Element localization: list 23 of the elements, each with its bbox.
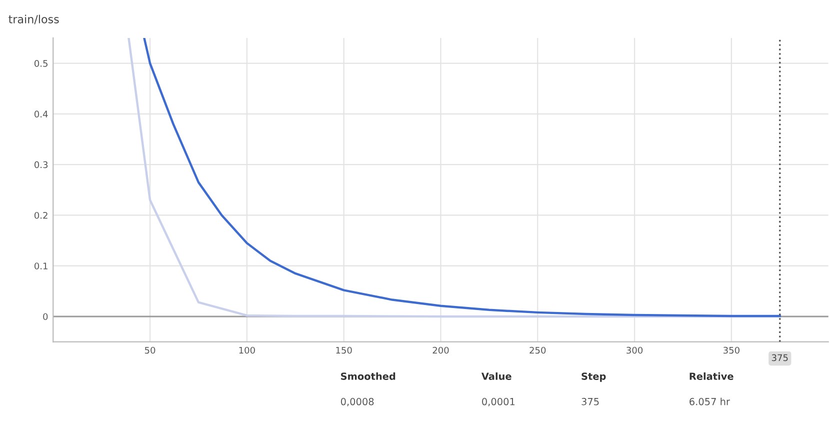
x-tick-label: 250	[530, 346, 546, 354]
y-tick-label: 0.1	[34, 262, 48, 270]
x-tick-label: 300	[626, 346, 643, 354]
text: 0,0008	[340, 398, 374, 406]
text: Relative	[690, 372, 734, 380]
x-tick-label: 100	[239, 346, 255, 354]
x-tick-label: 50	[144, 346, 156, 354]
y-tick-label: 0.5	[34, 60, 48, 67]
text: Smoothed	[340, 372, 396, 380]
text: 375	[582, 398, 599, 406]
text: 6.057 hr	[690, 398, 730, 406]
ref-line-label: 375	[772, 354, 788, 362]
text: 0,0001	[482, 398, 515, 406]
x-tick-label: 350	[724, 346, 740, 354]
y-tick-label: 0.2	[34, 212, 48, 219]
x-tick-label: 150	[336, 346, 352, 354]
text: Value	[481, 372, 512, 380]
y-tick-label: 0.4	[34, 110, 48, 118]
chart-title: train/loss	[8, 14, 59, 24]
y-tick-label: 0	[43, 313, 48, 320]
y-tick-label: 0.3	[34, 161, 48, 168]
text: Step	[582, 372, 606, 382]
x-tick-label: 200	[432, 346, 449, 354]
